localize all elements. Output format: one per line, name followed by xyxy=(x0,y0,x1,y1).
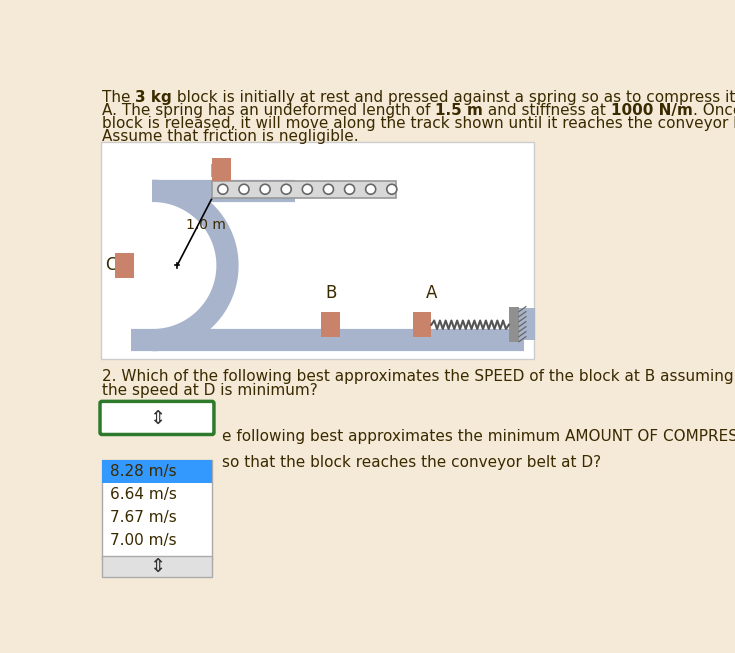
Text: A: A xyxy=(426,285,437,302)
Text: . Once the: . Once the xyxy=(692,103,735,118)
Circle shape xyxy=(345,184,354,194)
Text: 8.28 m/s: 8.28 m/s xyxy=(110,464,176,479)
Circle shape xyxy=(282,184,291,194)
Text: 6.64 m/s: 6.64 m/s xyxy=(110,486,176,502)
Circle shape xyxy=(218,184,228,194)
Text: block is initially at rest and pressed against a spring so as to compress it at : block is initially at rest and pressed a… xyxy=(172,90,735,105)
Text: block is released, it will move along the track shown until it reaches the conve: block is released, it will move along th… xyxy=(102,116,735,131)
FancyBboxPatch shape xyxy=(413,312,431,337)
Text: The: The xyxy=(102,90,135,105)
Text: the speed at D is minimum?: the speed at D is minimum? xyxy=(102,383,318,398)
Text: Assume that friction is negligible.: Assume that friction is negligible. xyxy=(102,129,359,144)
Text: ⇕: ⇕ xyxy=(148,408,165,428)
FancyBboxPatch shape xyxy=(102,556,212,577)
Text: 1.0 m: 1.0 m xyxy=(187,219,226,232)
FancyBboxPatch shape xyxy=(321,312,340,337)
FancyBboxPatch shape xyxy=(102,460,212,560)
Text: 3 kg: 3 kg xyxy=(135,90,172,105)
FancyBboxPatch shape xyxy=(509,307,519,342)
Circle shape xyxy=(302,184,312,194)
Text: 2. Which of the following best approximates the SPEED of the block at B assuming: 2. Which of the following best approxima… xyxy=(102,370,735,385)
Circle shape xyxy=(260,184,270,194)
Text: B: B xyxy=(325,285,337,302)
Circle shape xyxy=(387,184,397,194)
Text: 7.00 m/s: 7.00 m/s xyxy=(110,533,176,548)
Text: A. The spring has an undeformed length of: A. The spring has an undeformed length o… xyxy=(102,103,435,118)
Circle shape xyxy=(239,184,249,194)
FancyBboxPatch shape xyxy=(101,142,534,359)
FancyBboxPatch shape xyxy=(115,253,134,278)
Text: 1000 N/m: 1000 N/m xyxy=(611,103,692,118)
Text: so that the block reaches the conveyor belt at D?: so that the block reaches the conveyor b… xyxy=(222,455,601,470)
Text: D: D xyxy=(209,163,222,181)
Text: C: C xyxy=(105,257,117,274)
FancyBboxPatch shape xyxy=(102,460,212,483)
FancyBboxPatch shape xyxy=(100,402,214,434)
Text: 7.67 m/s: 7.67 m/s xyxy=(110,510,176,525)
FancyBboxPatch shape xyxy=(212,157,231,181)
Text: e following best approximates the minimum AMOUNT OF COMPRESSION of: e following best approximates the minimu… xyxy=(222,429,735,443)
Text: 1.5 m: 1.5 m xyxy=(435,103,483,118)
Text: and stiffness at: and stiffness at xyxy=(483,103,611,118)
Circle shape xyxy=(323,184,334,194)
FancyBboxPatch shape xyxy=(212,181,396,198)
Text: ⇕: ⇕ xyxy=(148,557,165,576)
Circle shape xyxy=(365,184,376,194)
